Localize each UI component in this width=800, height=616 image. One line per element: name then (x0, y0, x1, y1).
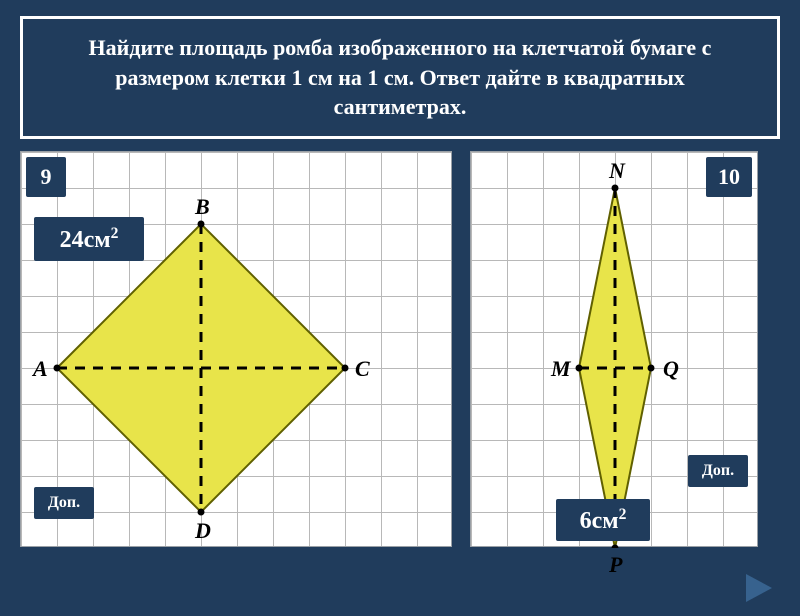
problem-number-right-text: 10 (718, 164, 740, 190)
vertex-label-b: B (195, 194, 210, 220)
vertex-label-a: A (33, 356, 48, 382)
problem-number-left: 9 (26, 157, 66, 197)
problem-number-right: 10 (706, 157, 752, 197)
header: Найдите площадь ромба изображенного на к… (20, 16, 780, 139)
header-text: Найдите площадь ромба изображенного на к… (53, 33, 747, 122)
answer-right-text: 6см2 (580, 506, 627, 535)
vertex-label-c: C (355, 356, 370, 382)
answer-badge-right: 6см2 (556, 499, 650, 541)
vertex-label-q: Q (663, 356, 679, 382)
vertex-label-p: P (609, 552, 622, 578)
vertex-label-n: N (609, 158, 625, 184)
problem-number-left-text: 9 (41, 164, 52, 190)
answer-badge-left: 24см2 (34, 217, 144, 261)
extra-right-text: Доп. (702, 462, 734, 480)
extra-button-right[interactable]: Доп. (688, 455, 748, 487)
panel-right: M N Q P 10 Доп. 6см2 (470, 151, 758, 547)
next-arrow-icon[interactable] (746, 574, 772, 602)
extra-button-left[interactable]: Доп. (34, 487, 94, 519)
rhombus-right-svg (471, 152, 759, 548)
extra-left-text: Доп. (48, 494, 80, 512)
panel-left: A B C D 9 24см2 Доп. (20, 151, 452, 547)
panels-row: A B C D 9 24см2 Доп. M N Q P 10 Доп (0, 151, 800, 547)
answer-left-text: 24см2 (60, 225, 119, 254)
vertex-label-d: D (195, 518, 211, 544)
vertex-label-m: M (551, 356, 571, 382)
grid-right: M N Q P (470, 151, 758, 547)
